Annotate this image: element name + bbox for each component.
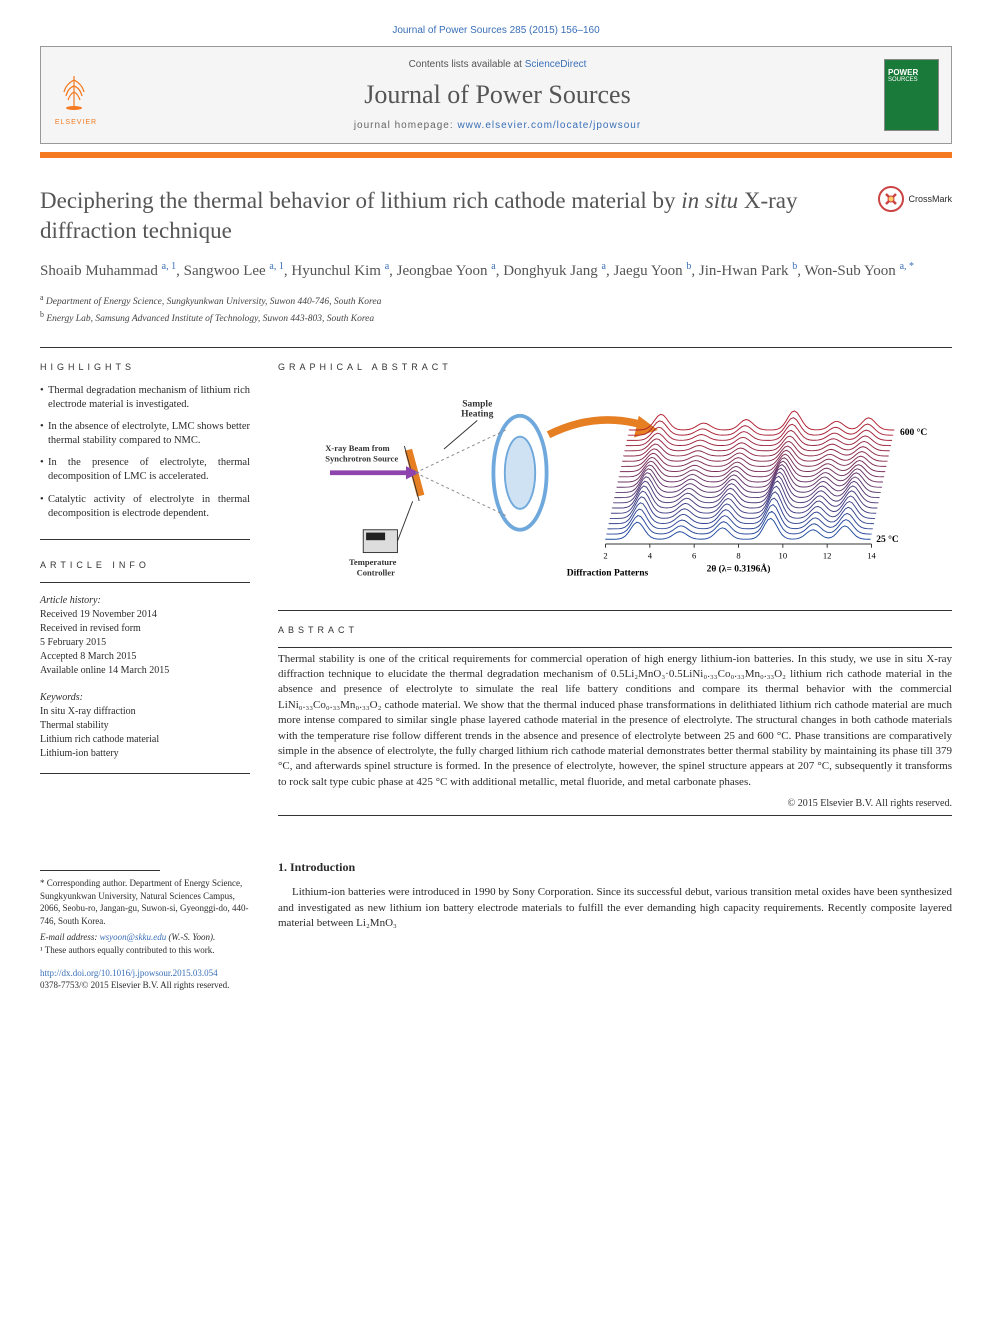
journal-header-center: Contents lists available at ScienceDirec… (111, 49, 884, 141)
svg-text:4: 4 (648, 550, 653, 560)
keyword: Lithium-ion battery (40, 747, 250, 761)
affiliation: a Department of Energy Science, Sungkyun… (40, 292, 952, 309)
graphical-abstract: SampleHeating X-ray Beam fromSynchrotron … (278, 384, 952, 592)
svg-text:6: 6 (692, 550, 697, 560)
journal-cover-thumbnail (884, 59, 939, 131)
history-line: Accepted 8 March 2015 (40, 650, 250, 664)
svg-text:X-ray Beam from: X-ray Beam from (325, 442, 389, 452)
history-line: Received in revised form (40, 622, 250, 636)
doi-link[interactable]: http://dx.doi.org/10.1016/j.jpowsour.201… (40, 968, 218, 978)
abstract-text: Thermal stability is one of the critical… (278, 652, 952, 791)
highlights-header: HIGHLIGHTS (40, 362, 250, 372)
authors-list: Shoaib Muhammad a, 1, Sangwoo Lee a, 1, … (40, 260, 952, 282)
copyright-line: © 2015 Elsevier B.V. All rights reserved… (278, 798, 952, 809)
highlight-item: Catalytic activity of electrolyte in the… (40, 493, 250, 521)
journal-reference: Journal of Power Sources 285 (2015) 156–… (392, 25, 599, 36)
email-link[interactable]: wsyoon@skku.edu (100, 932, 167, 942)
affiliations: a Department of Energy Science, Sungkyun… (40, 292, 952, 327)
svg-text:25 °C: 25 °C (876, 534, 899, 545)
contribution-note: ¹ These authors equally contributed to t… (40, 944, 250, 957)
svg-text:600 °C: 600 °C (900, 426, 927, 437)
svg-text:Heating: Heating (461, 409, 493, 419)
svg-text:Sample: Sample (462, 399, 492, 409)
accent-bar (40, 152, 952, 158)
keyword: Thermal stability (40, 719, 250, 733)
keyword: In situ X-ray diffraction (40, 705, 250, 719)
contents-available: Contents lists available at ScienceDirec… (111, 59, 884, 70)
introduction-section: 1. Introduction Lithium-ion batteries we… (278, 860, 952, 931)
svg-text:2θ (λ= 0.3196Å): 2θ (λ= 0.3196Å) (707, 562, 771, 574)
svg-text:Synchrotron Source: Synchrotron Source (325, 453, 398, 463)
svg-text:12: 12 (823, 550, 832, 560)
svg-text:Temperature: Temperature (349, 556, 397, 566)
article-info-box: Article history: Received 19 November 20… (40, 582, 250, 774)
svg-text:8: 8 (736, 550, 740, 560)
article-title: Deciphering the thermal behavior of lith… (40, 186, 866, 246)
highlights-list: Thermal degradation mechanism of lithium… (40, 384, 250, 521)
history-line: Received 19 November 2014 (40, 608, 250, 622)
email-line: E-mail address: wsyoon@skku.edu (W.-S. Y… (40, 931, 250, 944)
footnotes: * Corresponding author. Department of En… (40, 870, 250, 992)
article-history-label: Article history: (40, 595, 250, 606)
svg-text:2: 2 (603, 550, 607, 560)
corresponding-author: * Corresponding author. Department of En… (40, 877, 250, 927)
elsevier-logo: ELSEVIER (41, 60, 111, 130)
divider (40, 539, 250, 540)
abstract-header: ABSTRACT (278, 625, 952, 635)
divider (278, 647, 952, 648)
introduction-text: Lithium-ion batteries were introduced in… (278, 885, 952, 931)
history-line: 5 February 2015 (40, 636, 250, 650)
keywords-label: Keywords: (40, 692, 250, 703)
journal-title: Journal of Power Sources (111, 80, 884, 110)
highlight-item: Thermal degradation mechanism of lithium… (40, 384, 250, 412)
divider (278, 815, 952, 816)
svg-text:10: 10 (779, 550, 788, 560)
issn-line: 0378-7753/© 2015 Elsevier B.V. All right… (40, 979, 250, 992)
crossmark-badge[interactable]: CrossMark (878, 186, 952, 212)
svg-text:Diffraction Patterns: Diffraction Patterns (567, 568, 649, 578)
homepage-link[interactable]: www.elsevier.com/locate/jpowsour (457, 120, 641, 131)
history-line: Available online 14 March 2015 (40, 664, 250, 678)
introduction-heading: 1. Introduction (278, 860, 952, 875)
svg-text:Controller: Controller (357, 567, 396, 577)
keyword: Lithium rich cathode material (40, 733, 250, 747)
crossmark-icon (878, 186, 904, 212)
journal-header-box: ELSEVIER Contents lists available at Sci… (40, 46, 952, 144)
graphical-abstract-header: GRAPHICAL ABSTRACT (278, 362, 952, 372)
journal-homepage: journal homepage: www.elsevier.com/locat… (111, 120, 884, 131)
highlight-item: In the presence of electrolyte, thermal … (40, 456, 250, 484)
affiliation: b Energy Lab, Samsung Advanced Institute… (40, 309, 952, 326)
highlight-item: In the absence of electrolyte, LMC shows… (40, 420, 250, 448)
article-info-header: ARTICLE INFO (40, 560, 250, 570)
journal-reference-bar: Journal of Power Sources 285 (2015) 156–… (40, 20, 952, 38)
svg-text:14: 14 (867, 550, 876, 560)
elsevier-label: ELSEVIER (49, 119, 103, 126)
sciencedirect-link[interactable]: ScienceDirect (525, 59, 587, 70)
divider (40, 347, 952, 348)
elsevier-tree-icon (49, 64, 99, 119)
divider (278, 610, 952, 611)
